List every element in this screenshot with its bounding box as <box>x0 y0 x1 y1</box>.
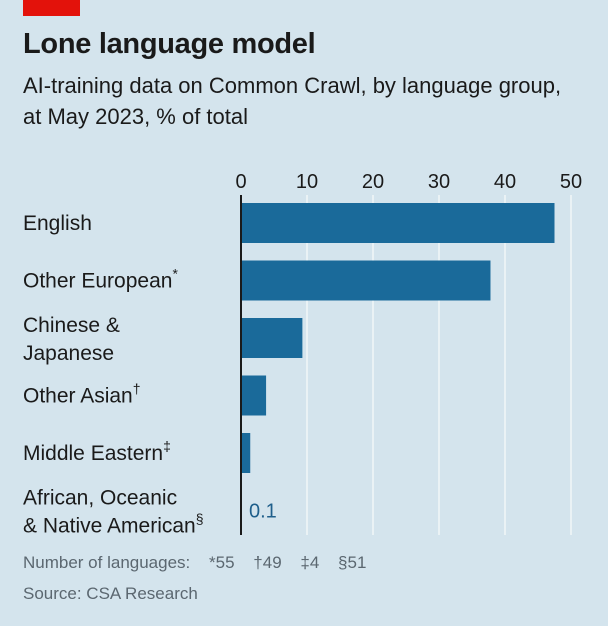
category-label: African, Oceanic & Native American§ <box>23 487 204 538</box>
chart-subtitle: AI-training data on Common Crawl, by lan… <box>23 73 562 129</box>
footnote-item: *55 <box>209 553 235 572</box>
footnote-item: †49 <box>253 553 282 572</box>
data-label: 0.1 <box>249 501 277 523</box>
x-tick-label: 10 <box>296 171 318 193</box>
bar <box>241 433 251 473</box>
x-tick-label: 0 <box>235 171 246 193</box>
source: Source: CSA Research <box>23 584 198 603</box>
x-tick-label: 30 <box>428 171 450 193</box>
category-label: Other Asian† <box>23 381 141 408</box>
category-label: Other European* <box>23 266 178 293</box>
bar <box>241 375 267 416</box>
category-label: English <box>23 212 92 235</box>
x-tick-label: 50 <box>560 171 582 193</box>
bar-chart: 0 10 20 30 40 50 English Other European* Chinese… <box>23 171 582 538</box>
chart-title: Lone language model <box>23 28 316 60</box>
footnote-item: §51 <box>338 553 367 572</box>
footnote: Number of languages: *55 †49 ‡4 §51 <box>23 553 380 573</box>
category-label: Chinese & Japanese <box>23 314 120 365</box>
bar <box>241 203 555 243</box>
red-tag <box>23 0 80 16</box>
footnote-lead: Number of languages: <box>23 553 191 572</box>
bar <box>241 260 491 301</box>
x-tick-label: 20 <box>362 171 384 193</box>
footnote-item: ‡4 <box>300 553 320 572</box>
bar <box>241 318 303 358</box>
x-tick-label: 40 <box>494 171 516 193</box>
category-label: Middle Eastern‡ <box>23 438 171 465</box>
